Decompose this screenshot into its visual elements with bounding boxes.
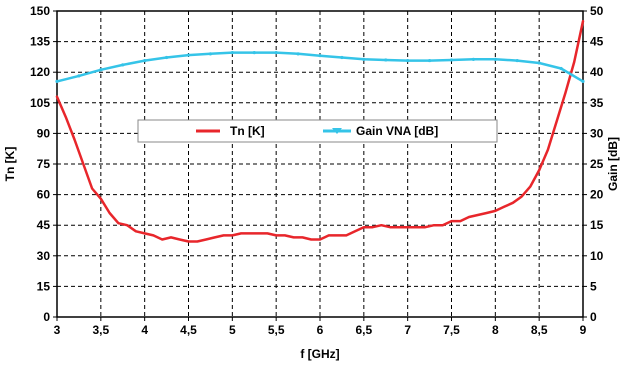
x-tick-label: 3 [54, 323, 61, 337]
y-left-tick-label: 75 [37, 157, 51, 171]
y-right-tick-label: 25 [590, 157, 604, 171]
data-point-gain [143, 58, 147, 63]
data-point-gain [230, 51, 234, 55]
y-right-tick-label: 30 [590, 126, 604, 140]
data-point-gain [99, 68, 103, 72]
y-right-tick-label: 50 [590, 4, 604, 18]
x-tick-label: 9 [580, 323, 587, 337]
y-axis-right-title: Gain [dB] [606, 137, 620, 191]
x-tick-label: 7,5 [443, 323, 460, 337]
x-tick-label: 4,5 [180, 323, 197, 337]
x-tick-label: 8 [492, 323, 499, 337]
y-right-tick-label: 10 [590, 249, 604, 263]
y-right-tick-label: 35 [590, 96, 604, 110]
data-point-gain [362, 57, 366, 61]
data-point-gain [559, 66, 563, 71]
y-right-tick-label: 0 [590, 310, 597, 324]
data-point-gain [449, 58, 454, 62]
y-left-tick-label: 120 [30, 65, 50, 79]
data-point-gain [427, 58, 432, 63]
y-left-tick-label: 150 [30, 4, 50, 18]
x-tick-label: 8,5 [531, 323, 548, 337]
data-point-gain [77, 74, 81, 78]
y-left-tick-label: 0 [43, 310, 50, 324]
data-point-gain [208, 52, 213, 56]
legend-label-tn: Tn [K] [230, 124, 265, 138]
data-point-gain [340, 55, 344, 60]
y-right-tick-label: 20 [590, 188, 604, 202]
y-left-tick-label: 135 [30, 35, 50, 49]
legend: Tn [K] Gain VNA [dB] [137, 119, 498, 143]
data-point-gain [55, 79, 59, 83]
data-point-gain [515, 58, 519, 63]
x-axis-title: f [GHz] [300, 347, 339, 361]
legend-marker-gain [332, 128, 342, 134]
data-point-gain [493, 57, 497, 61]
y-left-tick-label: 15 [37, 279, 51, 293]
x-tick-label: 6 [317, 323, 324, 337]
x-tick-label: 5,5 [268, 323, 285, 337]
y-right-tick-label: 15 [590, 218, 604, 232]
data-point-gain [186, 53, 191, 57]
y-axis-left-title: Tn [K] [3, 147, 17, 182]
data-point-gain [296, 52, 300, 56]
y-right-tick-label: 40 [590, 65, 604, 79]
data-point-gain [274, 51, 278, 55]
series-layer [55, 19, 585, 243]
data-point-gain [471, 57, 476, 61]
y-right-tick-label: 45 [590, 35, 604, 49]
x-tick-label: 7 [404, 323, 411, 337]
data-point-gain [406, 58, 410, 63]
data-point-gain [318, 54, 322, 58]
x-tick-label: 5 [229, 323, 236, 337]
legend-label-gain: Gain VNA [dB] [356, 124, 438, 138]
y-left-tick-label: 30 [37, 249, 51, 263]
y-left-tick-label: 45 [37, 218, 51, 232]
data-point-gain [121, 63, 125, 67]
tick-layer: 3 3,5 4 4,5 5 5,5 6 6,5 7 7,5 8 8,5 9015304560759010… [30, 4, 604, 337]
y-right-tick-label: 5 [590, 279, 597, 293]
y-left-tick-label: 60 [37, 188, 51, 202]
legend-box [137, 119, 498, 143]
data-point-gain [252, 51, 256, 55]
y-left-tick-label: 105 [30, 96, 50, 110]
data-point-gain [164, 55, 169, 60]
x-tick-label: 4 [141, 323, 148, 337]
data-point-gain [581, 79, 585, 83]
y-left-tick-label: 90 [37, 126, 51, 140]
series-line-tn [55, 19, 585, 243]
x-tick-label: 6,5 [355, 323, 372, 337]
data-point-gain [537, 61, 541, 65]
data-point-gain [384, 58, 388, 62]
x-tick-label: 3,5 [92, 323, 109, 337]
